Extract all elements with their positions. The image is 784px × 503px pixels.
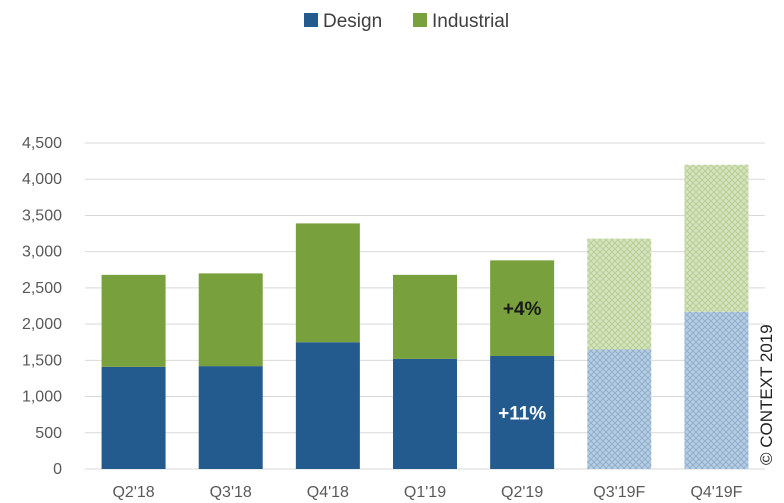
x-axis: Q2'18 Q3'18 Q4'18 Q1'19 Q2'19 Q3'19F Q4'19F <box>112 484 742 501</box>
legend-label-industrial: Industrial <box>432 11 509 32</box>
legend-label-design: Design <box>323 11 382 32</box>
x-tick-label: Q2'19 <box>501 484 543 501</box>
legend-swatch-industrial <box>413 13 427 27</box>
bar-industrial-5 <box>587 239 651 350</box>
x-tick-label: Q4'19F <box>690 484 742 501</box>
y-axis: 0 500 1,000 1,500 2,000 2,500 3,000 3,500 4,000 4… <box>22 135 62 478</box>
annotation-industrial: +4% <box>503 299 542 320</box>
bar-industrial-6 <box>684 165 748 312</box>
y-tick-label: 2,500 <box>22 280 62 297</box>
bar-industrial-1 <box>199 273 263 366</box>
copyright-text: © CONTEXT 2019 <box>757 324 776 465</box>
bar-industrial-0 <box>102 275 166 367</box>
bar-design-0 <box>102 367 166 469</box>
bar-industrial-3 <box>393 275 457 359</box>
bar-design-3 <box>393 359 457 469</box>
legend-swatch-design <box>304 13 318 27</box>
bars <box>102 165 749 469</box>
bar-design-5 <box>587 349 651 469</box>
y-tick-label: 0 <box>53 461 62 478</box>
y-tick-label: 3,500 <box>22 207 62 224</box>
bar-design-6 <box>684 312 748 469</box>
x-tick-label: Q4'18 <box>307 484 349 501</box>
y-tick-label: 1,500 <box>22 352 62 369</box>
y-tick-label: 4,000 <box>22 171 62 188</box>
y-tick-label: 500 <box>35 425 62 442</box>
x-tick-label: Q3'19F <box>593 484 645 501</box>
y-tick-label: 4,500 <box>22 135 62 152</box>
bar-design-1 <box>199 366 263 469</box>
annotation-design: +11% <box>498 403 546 424</box>
bar-design-2 <box>296 342 360 469</box>
y-tick-label: 2,000 <box>22 316 62 333</box>
y-tick-label: 3,000 <box>22 244 62 261</box>
x-tick-label: Q2'18 <box>112 484 154 501</box>
legend: Design Industrial <box>304 11 509 32</box>
x-tick-label: Q3'18 <box>210 484 252 501</box>
bar-industrial-2 <box>296 223 360 342</box>
x-tick-label: Q1'19 <box>404 484 446 501</box>
y-tick-label: 1,000 <box>22 389 62 406</box>
